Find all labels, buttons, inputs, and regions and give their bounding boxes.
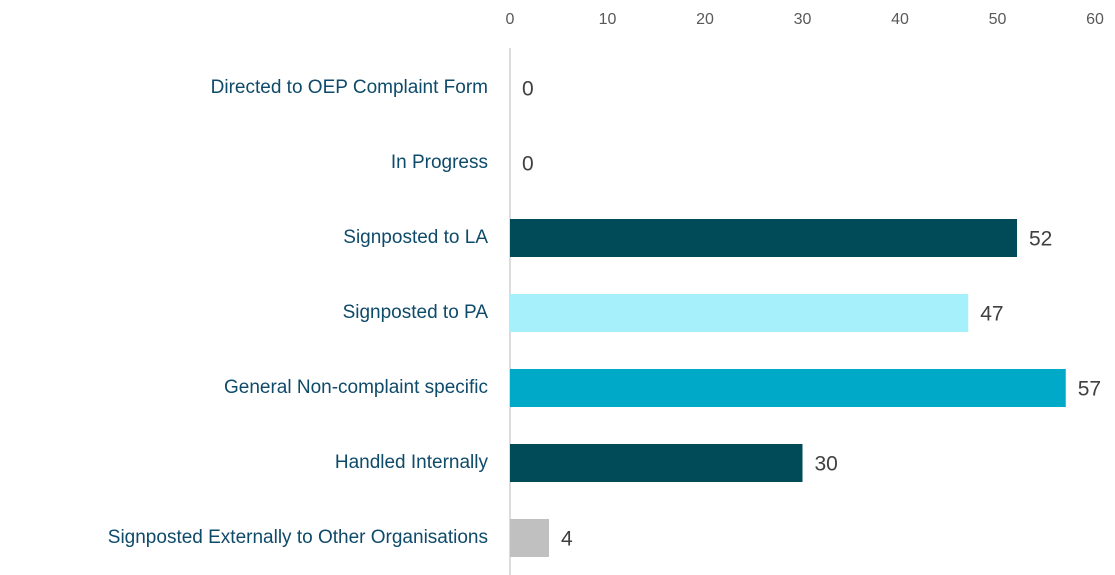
x-tick-label: 10 (599, 11, 617, 28)
x-tick-label: 30 (794, 11, 812, 28)
value-label: 57 (1078, 378, 1101, 401)
y-tick-label: General Non-complaint specific (224, 377, 488, 398)
bar (510, 294, 969, 332)
value-label: 30 (815, 453, 838, 476)
value-label: 0 (522, 153, 534, 176)
value-label: 47 (980, 303, 1003, 326)
y-tick-label: Signposted to PA (343, 302, 489, 323)
y-tick-label: Signposted to LA (343, 227, 488, 248)
x-tick-label: 50 (989, 11, 1007, 28)
bar (510, 219, 1017, 257)
x-tick-label: 40 (891, 11, 909, 28)
bar (510, 519, 549, 557)
y-tick-label: Handled Internally (335, 452, 489, 473)
value-label: 4 (561, 528, 573, 551)
x-tick-label: 20 (696, 11, 714, 28)
x-tick-label: 60 (1086, 11, 1104, 28)
y-tick-label: Signposted Externally to Other Organisat… (108, 527, 488, 548)
x-tick-label: 0 (506, 11, 515, 28)
y-tick-label: In Progress (391, 152, 488, 173)
value-label: 0 (522, 78, 534, 101)
bar (510, 444, 803, 482)
value-label: 52 (1029, 228, 1052, 251)
bar (510, 369, 1066, 407)
y-tick-label: Directed to OEP Complaint Form (211, 77, 488, 98)
